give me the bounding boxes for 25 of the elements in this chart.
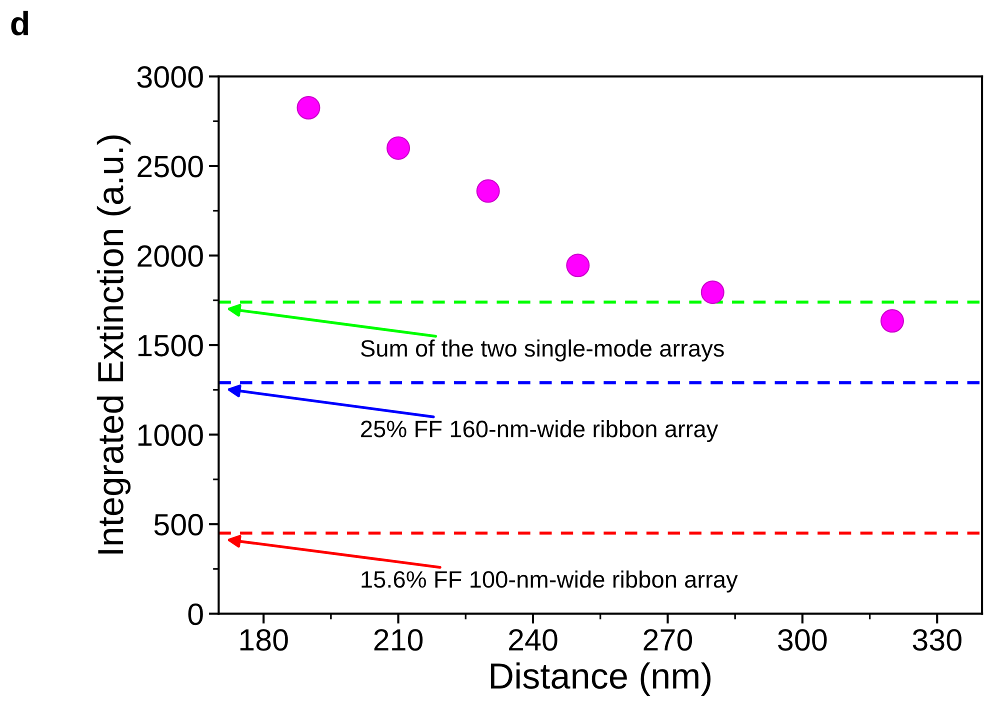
y-tick-label: 3000: [137, 66, 203, 88]
x-tick-label: 180: [240, 629, 288, 651]
x-tick-label: 240: [509, 629, 558, 651]
y-tick-label: 0: [188, 603, 203, 626]
x-axis-title: Distance (nm): [490, 662, 710, 696]
text: d: [11, 10, 28, 36]
x-tick-label: 270: [644, 629, 692, 651]
ref-line-label: Sum of the two single-mode arrays: [360, 339, 724, 362]
point: [566, 254, 590, 278]
point: [700, 280, 724, 304]
x-tick-label: 330: [912, 629, 962, 651]
x-tick-label: 300: [778, 629, 827, 651]
y-tick-label: 2500: [138, 156, 203, 178]
y-tick-label: 1000: [138, 424, 203, 446]
ref-line-label: 15.6% FF 100-nm-wide ribbon array: [362, 570, 738, 592]
y-tick-label: 1500: [138, 334, 203, 356]
point: [880, 309, 904, 333]
point: [386, 136, 410, 160]
point: [296, 96, 320, 120]
y-axis-title: Integrated Extinction (a.u.): [96, 136, 131, 554]
y-tick-label: 500: [154, 514, 203, 536]
point: [476, 179, 500, 203]
ref-line-label: 25% FF 160-nm-wide ribbon array: [361, 420, 718, 442]
y-tick-label: 2000: [138, 245, 203, 267]
x-tick-label: 210: [374, 629, 423, 651]
